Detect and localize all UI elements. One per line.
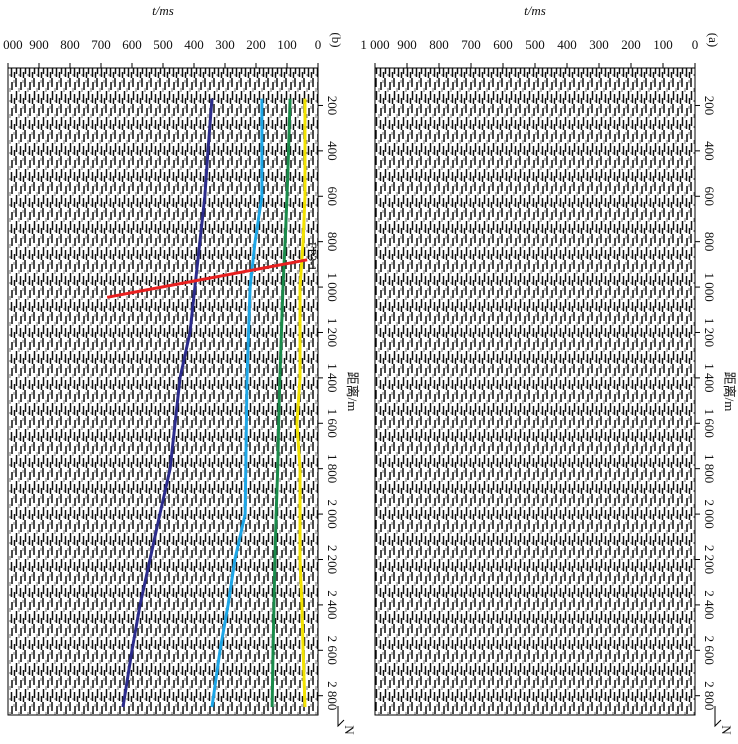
x-tick-label: 1 600 — [702, 409, 717, 438]
y-tick-label: 600 — [122, 37, 142, 52]
y-tick-label: 200 — [246, 37, 266, 52]
x-tick-label: 1 000 — [702, 272, 717, 301]
seismic-section — [8, 68, 318, 715]
y-tick-label: 100 — [277, 37, 297, 52]
horizon-line — [295, 98, 307, 708]
x-tick-label: 800 — [702, 232, 717, 252]
y-tick-label: 800 — [60, 37, 80, 52]
x-tick-label: 1 200 — [325, 318, 340, 347]
x-tick-label: 1 000 — [325, 272, 340, 301]
y-tick-label: 0 — [692, 37, 699, 52]
x-tick-label: 600 — [702, 187, 717, 207]
y-axis-label: t/ms — [152, 3, 174, 18]
x-tick-label: 2 600 — [325, 636, 340, 665]
north-arrow — [337, 706, 345, 728]
y-tick-label: 100 — [653, 37, 673, 52]
x-tick-label: 2 800 — [325, 681, 340, 710]
x-tick-label: 400 — [702, 141, 717, 161]
fault-label: FP3-1 — [305, 242, 319, 271]
x-tick-label: 2 400 — [702, 590, 717, 619]
seismic-section — [375, 68, 695, 715]
horizon-line — [270, 98, 292, 708]
panel-label: (a) — [706, 33, 721, 47]
y-tick-label: 600 — [493, 37, 513, 52]
x-axis-label: 距离/m — [722, 372, 737, 412]
y-tick-label: 700 — [91, 37, 111, 52]
x-tick-label: 2 200 — [702, 545, 717, 574]
x-tick-label: 1 600 — [325, 409, 340, 438]
x-tick-label: 400 — [325, 141, 340, 161]
x-tick-label: 2 000 — [702, 499, 717, 528]
y-tick-label: 500 — [153, 37, 173, 52]
x-axis-label: 距离/m — [345, 372, 360, 412]
y-tick-label: 500 — [525, 37, 545, 52]
panel-label: (b) — [329, 32, 344, 47]
x-tick-label: 200 — [702, 96, 717, 116]
x-tick-label: 1 400 — [702, 363, 717, 392]
north-label: N — [342, 725, 357, 735]
y-tick-label: 0 — [315, 37, 322, 52]
y-tick-label: 400 — [184, 37, 204, 52]
y-tick-label: 300 — [215, 37, 235, 52]
y-tick-label: 800 — [429, 37, 449, 52]
y-tick-label: 200 — [621, 37, 641, 52]
y-axis-label: t/ms — [524, 3, 546, 18]
y-tick-label: 900 — [397, 37, 417, 52]
x-tick-label: 2 000 — [325, 499, 340, 528]
y-tick-label: 300 — [589, 37, 609, 52]
x-tick-label: 2 800 — [702, 681, 717, 710]
fault-line — [106, 258, 308, 299]
x-tick-label: 600 — [325, 187, 340, 207]
x-tick-label: 1 400 — [325, 363, 340, 392]
x-tick-label: 1 800 — [702, 454, 717, 483]
x-tick-label: 2 200 — [325, 545, 340, 574]
y-tick-label: 900 — [29, 37, 49, 52]
y-tick-label: 1 000 — [360, 37, 389, 52]
horizon-line — [121, 98, 214, 708]
x-tick-label: 800 — [325, 232, 340, 252]
north-arrow — [714, 706, 722, 728]
x-tick-label: 200 — [325, 96, 340, 116]
x-tick-label: 2 400 — [325, 590, 340, 619]
y-tick-label: 700 — [461, 37, 481, 52]
horizon-line — [210, 98, 264, 708]
rotated-figure: 200 400 600 800 1 000 1 200 1 400 1 600 1 800 2 0… — [0, 3, 737, 735]
x-tick-label: 1 200 — [702, 318, 717, 347]
y-tick-label: 400 — [557, 37, 577, 52]
y-tick-label: 1 000 — [0, 37, 23, 52]
x-tick-label: 2 600 — [702, 636, 717, 665]
x-tick-label: 1 800 — [325, 454, 340, 483]
north-label: N — [719, 725, 734, 735]
